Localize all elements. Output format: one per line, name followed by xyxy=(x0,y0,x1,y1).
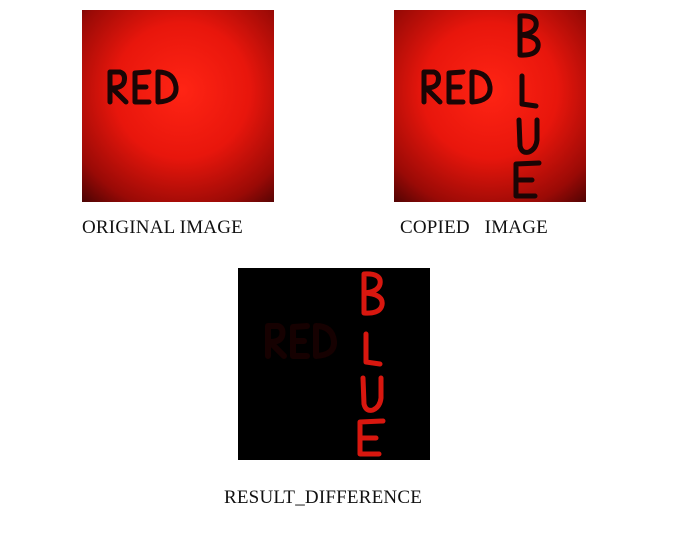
blue-word-handwritten xyxy=(513,13,542,199)
copied-image xyxy=(394,10,586,202)
original-image: RED xyxy=(82,10,274,202)
copied-image-caption: COPIED IMAGE xyxy=(400,217,548,238)
red-word-handwritten xyxy=(421,69,493,105)
original-image-caption: ORIGINAL IMAGE xyxy=(82,217,243,238)
red-word-handwritten xyxy=(107,69,179,105)
faint-red-word xyxy=(265,323,338,359)
difference-image xyxy=(238,268,430,460)
difference-image-caption: RESULT_DIFFERENCE xyxy=(224,487,423,508)
blue-word-difference xyxy=(357,271,386,457)
